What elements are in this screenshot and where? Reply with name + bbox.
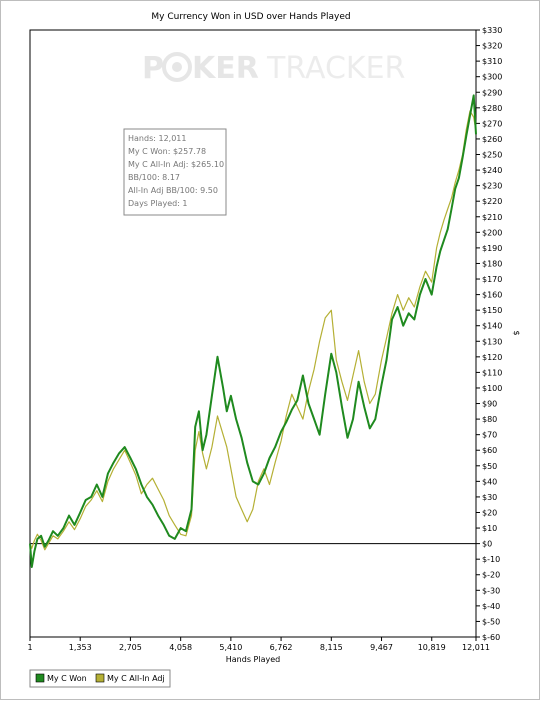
y-tick-label: $270 [482,119,502,128]
y-tick-label: $100 [482,384,502,393]
watermark-text-left: P [142,51,164,86]
plot-area [29,29,477,638]
legend-label-won: My C Won [47,674,87,683]
x-tick-label: 1,353 [69,643,92,652]
y-tick-label: $30 [482,493,497,502]
x-tick-label: 8,115 [320,643,343,652]
x-tick-label: 1 [27,643,32,652]
y-tick-label: $-20 [482,571,500,580]
x-tick-label: 12,011 [462,643,490,652]
y-tick-label: $330 [482,26,502,35]
y-tick-label: $230 [482,182,502,191]
series-line-my-c-all-in-adj [29,110,477,551]
summary-box: Hands: 12,011 My C Won: $257.78 My C All… [123,128,227,216]
x-axis-label: Hands Played [226,655,280,664]
summary-box-frame [123,128,227,216]
y-tick-label: $150 [482,306,502,315]
summary-won: My C Won: $257.78 [128,147,206,156]
y-axis-label: $ [512,330,521,335]
x-tick-label: 10,819 [418,643,446,652]
y-tick-label: $300 [482,73,502,82]
y-tick-label: $180 [482,259,502,268]
y-tick-label: $260 [482,135,502,144]
y-tick-label: $190 [482,244,502,253]
y-tick-label: $90 [482,400,497,409]
x-tick-label: 6,762 [270,643,293,652]
y-tick-label: $110 [482,368,502,377]
legend-label-allin: My C All-In Adj [107,674,165,683]
y-axis: $-60 $-50 $-40 $-30 $-20 $-10 $0 $10 $20 $30 $40 $5… [30,26,502,642]
watermark-text-mid: KER [192,51,259,86]
y-tick-label: $120 [482,353,502,362]
y-tick-label: $60 [482,446,497,455]
x-tick-label: 5,410 [219,643,242,652]
summary-allin: My C All-In Adj: $265.10 [128,160,224,169]
y-tick-label: $-30 [482,586,500,595]
legend-swatch-allin [95,673,105,683]
y-tick-label: $320 [482,42,502,51]
y-tick-label: $310 [482,57,502,66]
series-layer [29,94,477,568]
x-axis: 1 1,353 2,705 4,058 5,410 6,762 8,115 9,467 10,8… [27,637,490,652]
y-tick-label: $250 [482,151,502,160]
y-tick-label: $0 [482,540,492,549]
x-tick-label: 4,058 [169,643,192,652]
y-tick-label: $140 [482,322,502,331]
poker-chip-icon [162,52,192,82]
y-tick-label: $280 [482,104,502,113]
y-tick-label: $170 [482,275,502,284]
y-tick-label: $210 [482,213,502,222]
summary-bb100: BB/100: 8.17 [128,173,180,182]
y-tick-label: $20 [482,508,497,517]
y-tick-label: $10 [482,524,497,533]
y-tick-label: $-50 [482,617,500,626]
watermark-text-right: TRACKER [266,51,405,86]
y-tick-label: $200 [482,228,502,237]
pokertracker-watermark: P KER TRACKER [142,51,405,86]
y-tick-label: $-10 [482,555,500,564]
summary-allin-bb100: All-In Adj BB/100: 9.50 [128,186,218,195]
summary-days: Days Played: 1 [128,199,188,208]
chart-title: My Currency Won in USD over Hands Played [151,12,350,22]
x-tick-label: 2,705 [119,643,142,652]
y-tick-label: $220 [482,197,502,206]
summary-hands: Hands: 12,011 [128,134,186,143]
y-tick-label: $80 [482,415,497,424]
y-tick-label: $70 [482,431,497,440]
x-tick-label: 9,467 [370,643,393,652]
y-tick-label: $50 [482,462,497,471]
y-tick-label: $130 [482,337,502,346]
y-tick-label: $290 [482,88,502,97]
series-line-my-c-won [29,94,477,568]
y-tick-label: $-40 [482,602,500,611]
y-tick-label: $40 [482,477,497,486]
legend: My C Won My C All-In Adj [29,669,171,688]
y-tick-label: $-60 [482,633,500,642]
y-tick-label: $240 [482,166,502,175]
y-tick-label: $160 [482,291,502,300]
legend-swatch-won [35,673,45,683]
